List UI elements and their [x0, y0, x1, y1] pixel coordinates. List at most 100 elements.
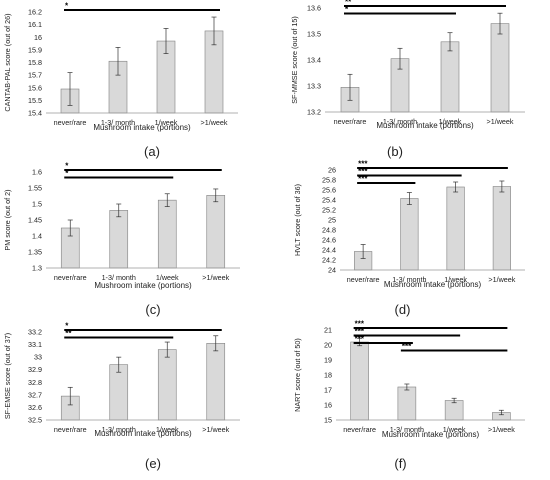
bar	[444, 400, 464, 421]
bar	[157, 349, 177, 421]
y-tick-label: 24.8	[322, 226, 336, 235]
significance-label: ***	[358, 160, 368, 169]
y-tick-label: 21	[324, 326, 332, 335]
bar	[206, 343, 226, 421]
y-tick-label: 32.5	[28, 416, 42, 425]
y-tick-label: 24.6	[322, 236, 336, 245]
x-axis-label: Mushroom intake (portions)	[376, 121, 474, 130]
y-tick-label: 13.2	[307, 108, 321, 117]
y-tick-label: 16	[34, 33, 42, 42]
y-tick-label: 25.2	[322, 206, 336, 215]
x-tick-label: never/rare	[347, 275, 380, 284]
panel-label: (c)	[145, 302, 160, 317]
x-tick-label: >1/week	[488, 425, 515, 434]
y-tick-label: 16.1	[28, 20, 42, 29]
y-axis-label: HVLT score (out of 36)	[293, 184, 302, 256]
x-axis-label: Mushroom intake (portions)	[93, 123, 191, 132]
significance-label: *	[65, 169, 69, 178]
x-tick-label: 1/week	[155, 118, 178, 127]
y-axis-label: PM score (out of 2)	[3, 189, 12, 250]
significance-label: ***	[358, 175, 368, 184]
significance-label: ***	[402, 342, 412, 351]
y-tick-label: 32.9	[28, 365, 42, 374]
significance-label: ***	[355, 327, 365, 336]
significance-label: ***	[355, 335, 365, 344]
y-tick-label: 17	[324, 386, 332, 395]
x-tick-label: 1-3/ month	[101, 118, 135, 127]
x-axis-label: Mushroom intake (portions)	[94, 429, 192, 438]
x-tick-label: 1/week	[443, 425, 466, 434]
x-tick-label: 1-3/ month	[383, 117, 417, 126]
y-tick-label: 32.7	[28, 390, 42, 399]
chart-panel-c: 1.3 1.35 1.4 1.45 1.5 1.55 1.6 never/rare 1-3/ m…	[3, 162, 240, 317]
x-tick-label: >1/week	[202, 425, 229, 434]
y-tick-label: 15.8	[28, 58, 42, 67]
x-tick-label: >1/week	[487, 117, 514, 126]
x-axis-label: Mushroom intake (portions)	[94, 281, 192, 290]
bar	[490, 23, 510, 113]
y-tick-label: 24.4	[322, 246, 336, 255]
significance-label: **	[345, 0, 352, 7]
panel-label: (a)	[144, 144, 160, 159]
y-tick-label: 24.2	[322, 256, 336, 265]
y-tick-label: 1.5	[32, 200, 42, 209]
bar	[400, 198, 419, 271]
y-tick-label: 15.9	[28, 45, 42, 54]
x-tick-label: never/rare	[334, 117, 367, 126]
y-tick-label: 1.45	[28, 216, 42, 225]
y-tick-label: 15.4	[28, 109, 42, 118]
y-tick-label: 20	[324, 341, 332, 350]
bar	[109, 364, 129, 421]
y-tick-label: 1.6	[32, 168, 42, 177]
x-axis-label: Mushroom intake (portions)	[384, 280, 482, 289]
y-tick-label: 25.4	[322, 196, 336, 205]
y-tick-label: 32.8	[28, 378, 42, 387]
y-axis-label: CANTAB-PAL score (out of 26)	[3, 13, 12, 111]
y-axis-label: SF-MMSE score (out of 15)	[290, 16, 299, 103]
y-tick-label: 33	[34, 353, 42, 362]
x-tick-label: 1-3/ month	[390, 425, 424, 434]
y-tick-label: 33.2	[28, 328, 42, 337]
bar	[157, 199, 177, 269]
y-tick-label: 33.1	[28, 340, 42, 349]
y-tick-label: 25.8	[322, 176, 336, 185]
y-tick-label: 32.6	[28, 403, 42, 412]
y-tick-label: 26	[328, 166, 336, 175]
chart-panel-e: 32.5 32.6 32.7 32.8 32.9 33 33.1 33.2 never/rare…	[3, 322, 240, 471]
y-tick-label: 15.6	[28, 83, 42, 92]
panel-label: (f)	[394, 456, 406, 471]
chart-panel-b: 13.2 13.3 13.4 13.5 13.6 never/rare 1-3/ month…	[290, 0, 525, 159]
panel-label: (e)	[145, 456, 161, 471]
y-tick-label: 13.4	[307, 56, 321, 65]
chart-panel-f: 15 16 17 18 19 20 21 never/rare 1-3/ month 1/week…	[293, 320, 525, 471]
x-tick-label: never/rare	[54, 118, 87, 127]
x-tick-label: 1-3/ month	[102, 273, 136, 282]
significance-label: ***	[355, 320, 365, 329]
significance-label: *	[65, 162, 69, 171]
y-tick-label: 15.7	[28, 71, 42, 80]
x-axis-label: Mushroom intake (portions)	[382, 430, 480, 439]
bar	[109, 210, 129, 269]
bar	[446, 186, 465, 271]
bar	[397, 386, 417, 421]
y-tick-label: 16.2	[28, 8, 42, 17]
y-tick-label: 15.5	[28, 96, 42, 105]
x-tick-label: never/rare	[343, 425, 376, 434]
x-tick-label: >1/week	[202, 273, 229, 282]
y-tick-label: 16	[324, 401, 332, 410]
x-tick-label: 1/week	[156, 273, 179, 282]
y-tick-label: 24	[328, 266, 336, 275]
y-tick-label: 18	[324, 371, 332, 380]
x-tick-label: 1/week	[444, 275, 467, 284]
y-tick-label: 1.35	[28, 248, 42, 257]
x-tick-label: 1/week	[439, 117, 462, 126]
y-tick-label: 25.6	[322, 186, 336, 195]
x-tick-label: never/rare	[54, 273, 87, 282]
y-tick-label: 1.55	[28, 184, 42, 193]
y-tick-label: 1.4	[32, 232, 42, 241]
x-tick-label: >1/week	[201, 118, 228, 127]
y-tick-label: 13.3	[307, 82, 321, 91]
significance-label: **	[65, 329, 72, 338]
